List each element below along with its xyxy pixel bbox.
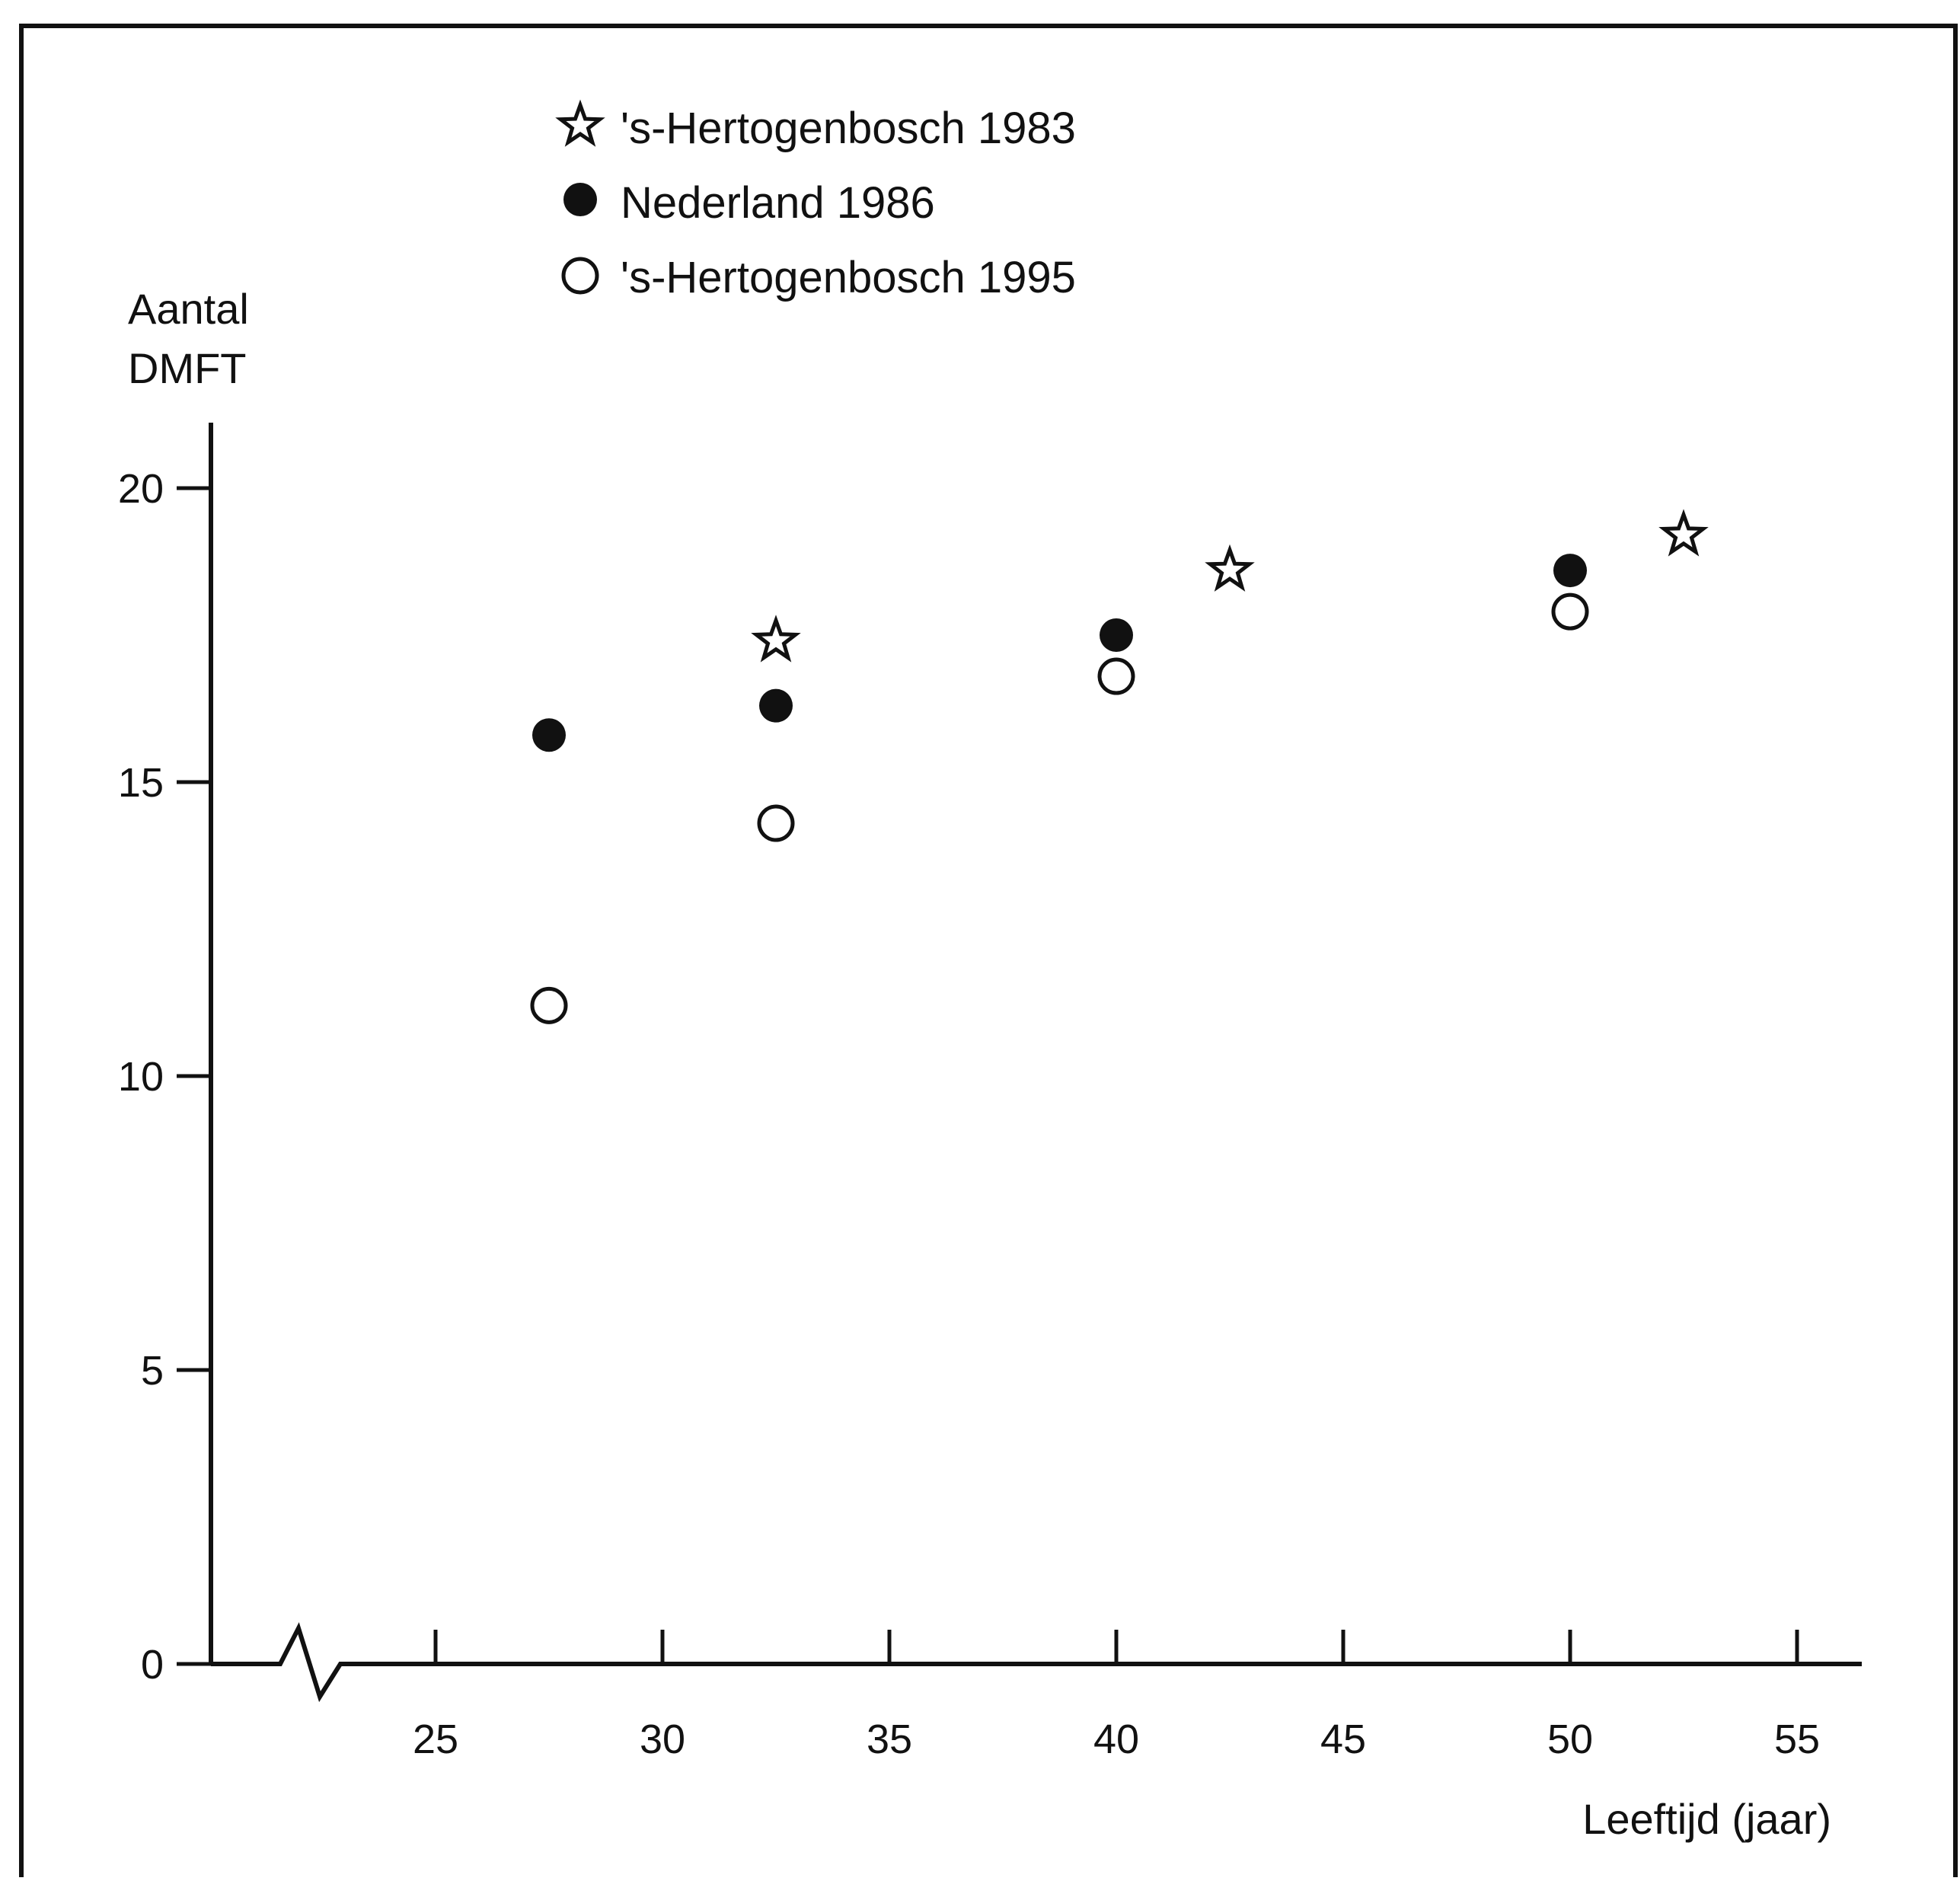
y-tick-label-15: 15 [118, 760, 164, 806]
point-series-2-2 [1097, 657, 1135, 695]
x-tick-label-30: 30 [640, 1717, 685, 1762]
x-axis-line-with-break [211, 1622, 1862, 1703]
legend-marker-shape-1 [563, 183, 597, 216]
point-series-0-0 [751, 615, 801, 663]
x-tick-label-55: 55 [1774, 1717, 1820, 1762]
legend-marker-shape-2 [561, 257, 599, 295]
x-tick-label-35: 35 [867, 1717, 912, 1762]
point-series-0-1 [1205, 544, 1255, 592]
legend-marker-shape-0 [555, 99, 605, 147]
point-series-1-2 [1100, 618, 1133, 652]
x-tick-label-45: 45 [1320, 1717, 1366, 1762]
x-axis-title: Leeftijd (jaar) [1582, 1795, 1831, 1843]
y-tick-label-10: 10 [118, 1054, 164, 1100]
point-series-2-0 [530, 986, 568, 1024]
figure-border [19, 24, 1958, 1881]
legend: 's-Hertogenbosch 1983 Nederland 1986 's-… [555, 99, 1076, 302]
legend-marker-open-circle [561, 257, 599, 295]
y-tick-label-0: 0 [141, 1642, 164, 1688]
point-series-1-3 [1553, 554, 1587, 588]
axes [209, 423, 1862, 1703]
point-series-1-0 [532, 718, 566, 752]
legend-label-nederland-1986: Nederland 1986 [621, 178, 935, 228]
tick-group: 0 5 10 15 20 25 30 35 40 45 50 55 [118, 466, 1820, 1762]
x-tick-label-40: 40 [1093, 1717, 1139, 1762]
point-series-2-1 [757, 804, 795, 842]
legend-label-hertogenbosch-1983: 's-Hertogenbosch 1983 [621, 104, 1076, 153]
x-tick-label-25: 25 [413, 1717, 458, 1762]
y-tick-label-20: 20 [118, 466, 164, 512]
x-tick-label-50: 50 [1547, 1717, 1593, 1762]
legend-marker-filled-circle [563, 183, 597, 216]
legend-marker-star [555, 99, 605, 147]
point-series-2-3 [1551, 592, 1589, 631]
y-axis-title-line-1: Aantal [128, 285, 249, 333]
point-series-0-2 [1658, 509, 1709, 557]
y-tick-label-5: 5 [141, 1348, 164, 1394]
legend-label-hertogenbosch-1995: 's-Hertogenbosch 1995 [621, 253, 1076, 302]
data-points [530, 509, 1709, 1024]
point-series-1-1 [759, 688, 793, 723]
y-axis-title-line-2: DMFT [128, 344, 247, 392]
